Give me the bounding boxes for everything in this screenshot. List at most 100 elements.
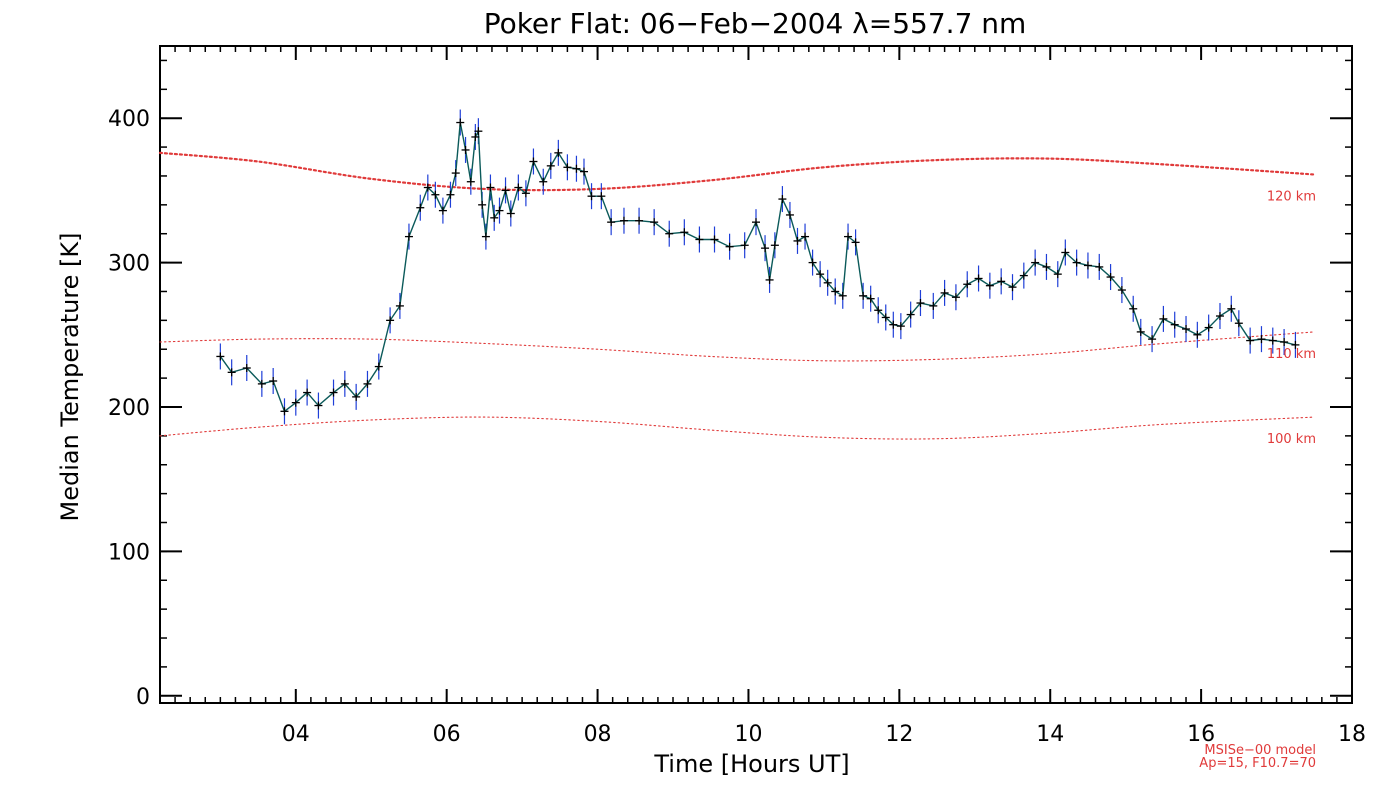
x-tick-label: 08 xyxy=(584,722,612,747)
x-tick-label: 18 xyxy=(1338,722,1366,747)
data-point xyxy=(1136,327,1145,336)
data-point xyxy=(352,392,361,401)
data-point xyxy=(889,320,898,329)
data-point xyxy=(1095,262,1104,271)
data-point xyxy=(1227,304,1236,313)
model-lines xyxy=(158,151,1316,440)
data-point xyxy=(597,192,606,201)
data-point xyxy=(269,376,278,385)
data-point xyxy=(1083,261,1092,270)
data-point xyxy=(1268,336,1277,345)
data-point xyxy=(1129,304,1138,313)
data-point xyxy=(554,148,563,157)
data-point xyxy=(539,177,548,186)
data-point xyxy=(859,291,868,300)
data-point xyxy=(471,132,480,141)
data-point xyxy=(823,278,832,287)
data-point xyxy=(881,313,890,322)
y-tick-label: 200 xyxy=(108,396,150,421)
data-point xyxy=(740,241,749,250)
data-point xyxy=(619,216,628,225)
data-point xyxy=(997,277,1006,286)
data-point xyxy=(451,169,460,178)
data-point xyxy=(1215,312,1224,321)
data-point xyxy=(1170,320,1179,329)
data-point xyxy=(851,238,860,247)
data-point xyxy=(1072,258,1081,267)
data-point xyxy=(572,164,581,173)
data-point xyxy=(1204,323,1213,332)
model-footnote-line-1: MSISe−00 model xyxy=(1204,743,1316,758)
data-point xyxy=(514,183,523,192)
data-point xyxy=(785,210,794,219)
data-point xyxy=(481,232,490,241)
data-point xyxy=(486,183,495,192)
data-point xyxy=(838,291,847,300)
data-point xyxy=(1031,258,1040,267)
data-point xyxy=(1246,336,1255,345)
data-point xyxy=(1257,335,1266,344)
data-point xyxy=(761,244,770,253)
model-line xyxy=(159,331,1315,362)
data-point xyxy=(461,145,470,154)
data-point xyxy=(866,294,875,303)
y-tick-label: 100 xyxy=(108,540,150,565)
data-point xyxy=(490,213,499,222)
data-point xyxy=(963,280,972,289)
data-point xyxy=(1008,283,1017,292)
data-point xyxy=(521,189,530,198)
x-tick-label: 10 xyxy=(734,722,762,747)
plot-border xyxy=(159,45,1353,704)
data-point xyxy=(1148,335,1157,344)
data-point xyxy=(906,310,915,319)
data-point xyxy=(242,364,251,373)
model-line-label: 100 km xyxy=(1267,432,1316,447)
data-line xyxy=(219,122,1296,413)
data-point xyxy=(1193,330,1202,339)
data-point xyxy=(752,218,760,227)
x-axis-label: Time [Hours UT] xyxy=(653,750,849,778)
data-point xyxy=(506,209,515,218)
data-point xyxy=(801,232,810,241)
x-tick-label: 12 xyxy=(885,722,913,747)
data-series xyxy=(216,109,1300,425)
model-footnote-line-2: Ap=15, F10.7=70 xyxy=(1199,756,1316,771)
data-point xyxy=(579,167,588,176)
series-labels: 120 km 110 km 100 km xyxy=(1267,190,1316,448)
data-point xyxy=(216,352,225,361)
data-point xyxy=(635,216,644,225)
data-point xyxy=(770,241,779,250)
data-point xyxy=(1291,340,1300,349)
model-line xyxy=(159,416,1315,440)
data-point xyxy=(765,275,774,284)
data-point xyxy=(793,236,802,245)
data-point xyxy=(501,186,510,195)
data-point xyxy=(587,192,596,201)
data-point xyxy=(896,322,905,331)
data-point xyxy=(529,157,538,166)
model-line-label: 110 km xyxy=(1267,347,1316,362)
y-tick-label: 0 xyxy=(136,685,150,710)
data-point xyxy=(974,274,983,283)
data-point xyxy=(303,388,312,397)
data-point xyxy=(431,190,440,199)
plot-frame xyxy=(159,45,1353,704)
data-point xyxy=(695,235,704,244)
data-point xyxy=(844,232,853,241)
x-tick-label: 14 xyxy=(1036,722,1064,747)
data-point xyxy=(1053,270,1062,279)
data-point xyxy=(395,301,404,310)
data-point xyxy=(778,195,787,204)
data-point xyxy=(680,228,689,237)
data-point xyxy=(1061,248,1070,257)
data-point xyxy=(831,287,840,296)
model-line xyxy=(158,151,1316,192)
data-point xyxy=(474,127,483,136)
data-point xyxy=(1159,314,1168,323)
data-point xyxy=(374,362,383,371)
data-point xyxy=(478,200,487,209)
data-point xyxy=(1182,325,1191,334)
data-point xyxy=(257,379,266,388)
data-point xyxy=(1117,286,1126,295)
